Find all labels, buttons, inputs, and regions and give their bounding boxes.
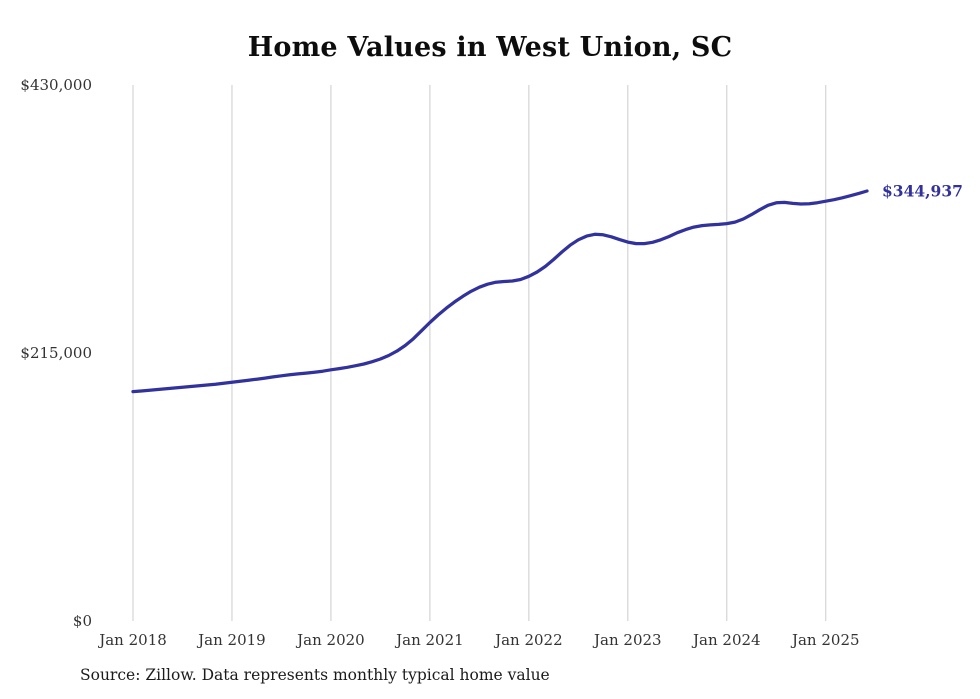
- y-tick-label: $430,000: [20, 76, 92, 94]
- x-tick-label: Jan 2020: [295, 631, 365, 649]
- x-tick-label: Jan 2018: [97, 631, 167, 649]
- end-value-label: $344,937: [882, 182, 963, 201]
- chart-title: Home Values in West Union, SC: [247, 32, 733, 63]
- x-tick-label: Jan 2019: [196, 631, 266, 649]
- x-tick-label: Jan 2022: [493, 631, 563, 649]
- y-tick-label: $215,000: [20, 344, 92, 362]
- source-note: Source: Zillow. Data represents monthly …: [80, 666, 550, 684]
- home-value-line: [131, 189, 869, 394]
- x-tick-label: Jan 2021: [394, 631, 464, 649]
- x-tick-label: Jan 2025: [790, 631, 860, 649]
- x-tick-label: Jan 2023: [592, 631, 662, 649]
- x-tick-label: Jan 2024: [691, 631, 761, 649]
- y-tick-label: $0: [73, 612, 92, 630]
